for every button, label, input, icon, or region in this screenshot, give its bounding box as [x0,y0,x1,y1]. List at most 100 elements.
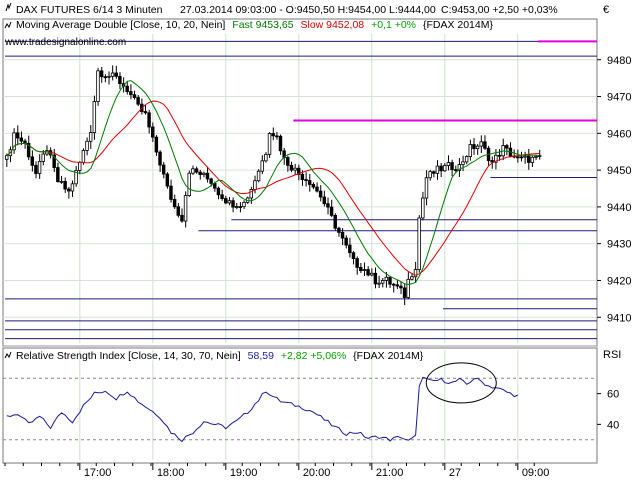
candle [220,194,224,199]
candle [118,75,122,84]
candle [271,133,275,137]
rsi-change: +2,82 +5,06% [281,350,346,362]
candle [479,141,483,147]
candle [92,101,97,133]
candle [293,167,297,171]
time-tick-label: 27 [449,467,461,479]
svg-text:Moving Average Double [Close,: Moving Average Double [Close, 10, 20, Ne… [16,19,493,31]
candle [205,172,210,180]
ma-fast-value: Fast 9453,65 [232,19,293,31]
candle [74,170,78,185]
candle [391,283,396,286]
candle [329,206,334,216]
candle [78,161,82,171]
candle [406,278,410,298]
candles [5,65,542,306]
svg-text:Relative Strength Index [Close: Relative Strength Index [Close, 14, 30, … [16,350,424,362]
candle [490,160,494,163]
candle [59,180,64,183]
candle [216,187,221,196]
price-tick-label: 9480 [607,55,631,67]
candle [428,171,432,179]
candle [359,266,363,271]
candle [169,185,173,200]
rsi-tick-label: 60 [607,389,619,401]
candle [70,183,75,192]
price-tick-label: 9470 [607,92,631,104]
rsi-line [6,376,519,443]
time-tick-label: 09:00 [522,467,550,479]
candle [366,269,370,276]
candle [180,214,184,222]
candle [12,132,16,151]
candle [234,206,239,208]
candle [439,165,443,172]
candle [161,164,166,175]
candle [172,199,177,208]
candle [395,284,400,287]
candle [41,153,45,162]
price-tick-label: 9460 [607,128,631,140]
price-tick-label: 9440 [607,202,631,214]
candle [238,206,243,208]
axis-labels: 9410 9420 9430 9440 9450 9460 9470 9480 40 60 17:0… [4,55,631,479]
candle [158,151,162,166]
candle [67,188,71,192]
candle [388,276,392,285]
candle [191,168,195,174]
candle [110,72,115,77]
candle [461,161,465,165]
candle [249,189,253,199]
time-tick-label: 21:00 [376,467,404,479]
candle [56,167,60,183]
candle [369,272,374,276]
candle [85,140,89,151]
candle [107,75,111,78]
candle [362,269,367,271]
candle [278,135,283,152]
candle [453,169,458,172]
candle [275,135,279,138]
grid-lines [3,34,597,460]
ma-legend-prefix: Moving Average Double [Close, 10, 20, Ne… [16,19,225,31]
candle [187,172,191,197]
indicator-icon [4,21,12,29]
candle [384,276,389,281]
candle [413,269,418,278]
candle [129,91,133,96]
ma-legend: Moving Average Double [Close, 10, 20, Ne… [4,19,493,48]
candle [380,280,385,284]
candle [494,154,498,163]
price-tick-label: 9410 [607,312,631,324]
trend-lines [5,40,597,340]
candle [421,197,425,219]
candle [242,202,246,208]
candle [315,186,319,192]
rsi-tick-label: 40 [607,419,619,431]
candle [194,168,199,173]
candle [300,173,305,180]
candle [304,179,308,181]
candle [337,227,341,233]
candle [289,164,294,171]
candle [202,172,206,175]
ma-symbol: {FDAX 2014M} [423,19,494,31]
time-tick-label: 19:00 [230,467,258,479]
candle [450,162,454,171]
candle [505,145,509,149]
ma-change: +0,1 +0% [371,19,416,31]
candle [253,180,257,190]
candle [183,195,188,222]
time-tick-label: 18:00 [157,467,185,479]
candle [150,126,155,138]
candle [402,287,407,298]
candle [442,165,447,172]
candle [516,156,520,159]
price-tick-label: 9450 [607,165,631,177]
candle [231,200,235,208]
candle [52,154,56,168]
time-tick-label: 17:00 [84,467,112,479]
candle [209,178,213,184]
candle [143,111,148,114]
candle [410,276,414,280]
